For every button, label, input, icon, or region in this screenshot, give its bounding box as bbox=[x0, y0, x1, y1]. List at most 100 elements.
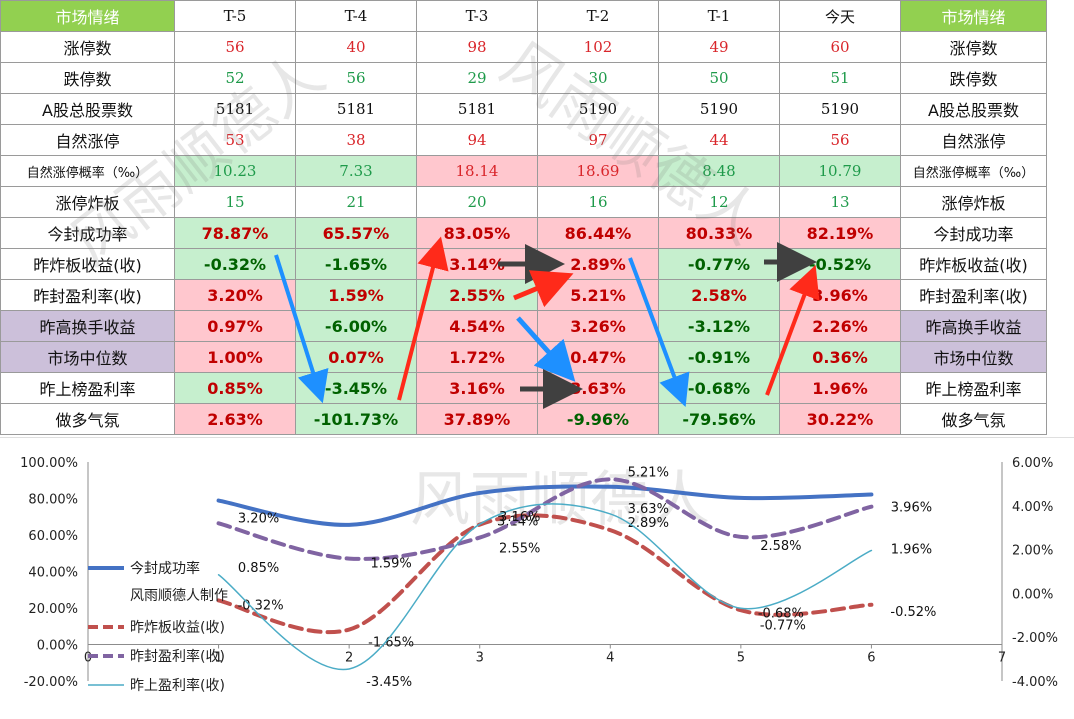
table-header-row: 市场情绪 T-5 T-4 T-3 T-2 T-1 今天 市场情绪 bbox=[0, 0, 1047, 32]
right-tick-label: -2.00% bbox=[1012, 631, 1058, 646]
data-label: 1.96% bbox=[891, 542, 932, 557]
value-cell: 37.89% bbox=[416, 403, 538, 435]
value-cell: 3.16% bbox=[416, 372, 538, 404]
legend-entry: 昨封盈利率(收) bbox=[130, 648, 225, 665]
value-cell: -3.45% bbox=[295, 372, 417, 404]
legend-entry: 今封成功率 bbox=[130, 560, 200, 577]
data-label: 1.59% bbox=[370, 557, 411, 572]
value-cell: 5190 bbox=[658, 93, 780, 125]
value-cell: 8.48 bbox=[658, 155, 780, 187]
row-label-right: 昨高换手收益 bbox=[900, 310, 1047, 342]
value-cell: 65.57% bbox=[295, 217, 417, 249]
value-cell: -0.52% bbox=[779, 248, 901, 280]
value-cell: 1.96% bbox=[779, 372, 901, 404]
left-tick-label: 40.00% bbox=[28, 566, 78, 581]
value-cell: 44 bbox=[658, 124, 780, 156]
right-tick-label: 0.00% bbox=[1012, 587, 1053, 602]
value-cell: 49 bbox=[658, 31, 780, 63]
value-cell: 56 bbox=[174, 31, 296, 63]
value-cell: 3.96% bbox=[779, 279, 901, 311]
value-cell: -0.91% bbox=[658, 341, 780, 373]
row-label-right: 做多气氛 bbox=[900, 403, 1047, 435]
value-cell: -0.68% bbox=[658, 372, 780, 404]
left-tick-label: 100.00% bbox=[20, 456, 78, 471]
value-cell: 51 bbox=[779, 62, 901, 94]
row-label-right: 跌停数 bbox=[900, 62, 1047, 94]
value-cell: 4.54% bbox=[416, 310, 538, 342]
row-label: 涨停数 bbox=[0, 31, 175, 63]
value-cell: 10.79 bbox=[779, 155, 901, 187]
value-cell: 0.36% bbox=[779, 341, 901, 373]
right-tick-label: 6.00% bbox=[1012, 456, 1053, 471]
table-row: 跌停数 52 56 29 30 50 51 跌停数 bbox=[0, 62, 1047, 94]
row-label-right: 自然涨停 bbox=[900, 124, 1047, 156]
value-cell: -3.12% bbox=[658, 310, 780, 342]
table-row: 自然涨停 53 38 94 97 44 56 自然涨停 bbox=[0, 124, 1047, 156]
x-tick-label: 7 bbox=[998, 651, 1006, 666]
value-cell: 102 bbox=[537, 31, 659, 63]
value-cell: 52 bbox=[174, 62, 296, 94]
data-label: 3.16% bbox=[499, 510, 540, 525]
value-cell: 1.00% bbox=[174, 341, 296, 373]
value-cell: 1.72% bbox=[416, 341, 538, 373]
value-cell: 5190 bbox=[537, 93, 659, 125]
value-cell: 80.33% bbox=[658, 217, 780, 249]
row-label: 昨高换手收益 bbox=[0, 310, 175, 342]
value-cell: 94 bbox=[416, 124, 538, 156]
value-cell: 5181 bbox=[416, 93, 538, 125]
data-label: 3.63% bbox=[628, 502, 669, 517]
value-cell: 0.85% bbox=[174, 372, 296, 404]
series-line bbox=[216, 484, 874, 527]
value-cell: 56 bbox=[295, 62, 417, 94]
table-row: 涨停炸板 15 21 20 16 12 13 涨停炸板 bbox=[0, 186, 1047, 218]
data-label: 0.85% bbox=[238, 561, 279, 576]
value-cell: 3.14% bbox=[416, 248, 538, 280]
row-label: 做多气氛 bbox=[0, 403, 175, 435]
row-label-right: 涨停数 bbox=[900, 31, 1047, 63]
value-cell: 0.07% bbox=[295, 341, 417, 373]
table-row: 昨炸板收益(收) -0.32% -1.65% 3.14% 2.89% -0.77% -0.5… bbox=[0, 248, 1047, 280]
row-label-right: 市场中位数 bbox=[900, 341, 1047, 373]
header-cell: T-5 bbox=[174, 0, 296, 32]
value-cell: 50 bbox=[658, 62, 780, 94]
value-cell: 78.87% bbox=[174, 217, 296, 249]
value-cell: 82.19% bbox=[779, 217, 901, 249]
row-label: 昨封盈利率(收) bbox=[0, 279, 175, 311]
value-cell: 2.58% bbox=[658, 279, 780, 311]
series-line bbox=[216, 513, 874, 635]
row-label-right: 今封成功率 bbox=[900, 217, 1047, 249]
x-tick-label: 4 bbox=[606, 651, 614, 666]
table-row: 昨封盈利率(收) 3.20% 1.59% 2.55% 5.21% 2.58% 3.96% 昨封… bbox=[0, 279, 1047, 311]
value-cell: 3.26% bbox=[537, 310, 659, 342]
value-cell: 98 bbox=[416, 31, 538, 63]
row-label: 今封成功率 bbox=[0, 217, 175, 249]
table-row: 昨高换手收益 0.97% -6.00% 4.54% 3.26% -3.12% 2.26% 昨高… bbox=[0, 310, 1047, 342]
data-label: -0.77% bbox=[760, 618, 806, 633]
x-tick-label: 6 bbox=[867, 651, 875, 666]
row-label: 自然涨停 bbox=[0, 124, 175, 156]
value-cell: 7.33 bbox=[295, 155, 417, 187]
series-line bbox=[216, 477, 874, 561]
value-cell: 1.59% bbox=[295, 279, 417, 311]
market-sentiment-table: 市场情绪 T-5 T-4 T-3 T-2 T-1 今天 市场情绪 涨停数 56 40 98 102 49 6… bbox=[0, 0, 1047, 435]
row-label-right: 涨停炸板 bbox=[900, 186, 1047, 218]
table-row: 涨停数 56 40 98 102 49 60 涨停数 bbox=[0, 31, 1047, 63]
value-cell: -0.32% bbox=[174, 248, 296, 280]
header-cell: T-2 bbox=[537, 0, 659, 32]
value-cell: 2.26% bbox=[779, 310, 901, 342]
data-label: 3.20% bbox=[238, 511, 279, 526]
value-cell: -1.65% bbox=[295, 248, 417, 280]
value-cell: 30 bbox=[537, 62, 659, 94]
header-cell: T-3 bbox=[416, 0, 538, 32]
value-cell: 56 bbox=[779, 124, 901, 156]
data-label: -1.65% bbox=[368, 636, 414, 651]
table-row: 市场中位数 1.00% 0.07% 1.72% 0.47% -0.91% 0.36% 市场中位… bbox=[0, 341, 1047, 373]
value-cell: 18.14 bbox=[416, 155, 538, 187]
value-cell: 5190 bbox=[779, 93, 901, 125]
value-cell: 60 bbox=[779, 31, 901, 63]
row-label: A股总股票数 bbox=[0, 93, 175, 125]
value-cell: 15 bbox=[174, 186, 296, 218]
legend-entry: 昨炸板收益(收) bbox=[130, 620, 225, 636]
header-cell: 市场情绪 bbox=[900, 0, 1047, 32]
value-cell: 5181 bbox=[295, 93, 417, 125]
